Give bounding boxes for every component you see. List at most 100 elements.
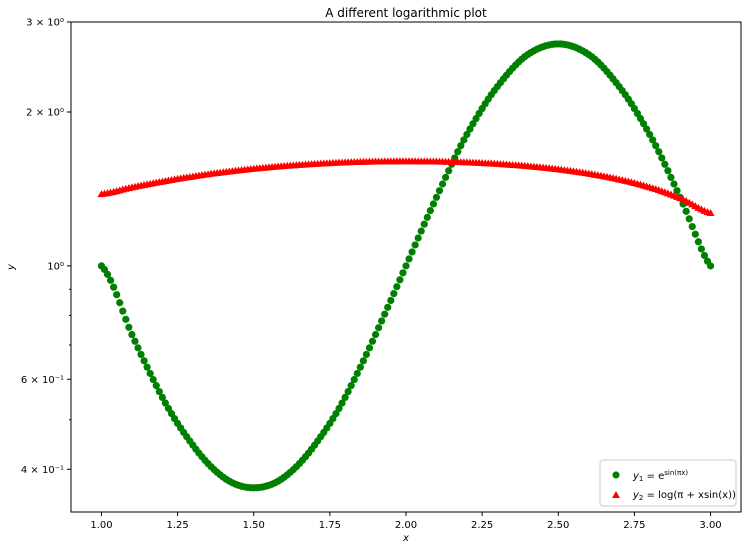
- series-y1-points: [97, 40, 715, 492]
- legend-label-y1-rest: = e: [643, 471, 664, 482]
- data-point-y2: [706, 208, 715, 216]
- data-point-y1: [636, 114, 645, 123]
- x-tick-label: 1.00: [90, 520, 112, 531]
- data-point-y1: [682, 207, 690, 215]
- data-point-y1: [435, 187, 444, 195]
- data-point-y1: [155, 387, 163, 396]
- data-point-y1: [161, 399, 170, 407]
- x-tick-label: 1.25: [166, 520, 188, 531]
- data-point-y1: [396, 276, 404, 284]
- x-tick-label: 2.75: [623, 520, 645, 531]
- data-point-y1: [700, 251, 709, 260]
- legend-label-y1-sup: sin(πx): [664, 469, 688, 477]
- data-point-y1: [639, 120, 648, 128]
- data-point-y1: [454, 148, 462, 156]
- data-point-y1: [384, 303, 392, 311]
- legend-label-y2-sub: 2: [639, 494, 643, 502]
- data-point-y1: [426, 207, 434, 215]
- data-point-y1: [429, 200, 438, 208]
- data-point-y1: [441, 173, 450, 181]
- data-point-y1: [378, 317, 386, 325]
- data-point-y1: [393, 283, 401, 291]
- data-point-y1: [460, 136, 468, 144]
- data-point-y1: [670, 180, 678, 188]
- data-point-y1: [140, 357, 148, 365]
- data-point-y1: [390, 290, 398, 298]
- data-point-y1: [457, 142, 465, 150]
- data-point-y1: [655, 148, 663, 156]
- data-point-y1: [146, 369, 154, 378]
- data-point-y1: [149, 375, 157, 384]
- data-point-y1: [661, 160, 669, 168]
- data-point-y1: [414, 234, 422, 242]
- data-point-y1: [113, 291, 121, 299]
- x-tick-label: 2.50: [547, 520, 569, 531]
- data-point-y1: [432, 193, 441, 201]
- data-point-y1: [353, 369, 361, 378]
- data-point-y1: [338, 399, 346, 407]
- data-point-y1: [685, 215, 693, 223]
- legend-marker-y1: [612, 471, 620, 479]
- data-point-y1: [158, 393, 166, 401]
- data-point-y1: [335, 404, 343, 413]
- data-point-y1: [438, 180, 447, 188]
- legend-label-y1-sub: 1: [639, 475, 643, 483]
- data-point-y1: [673, 187, 681, 195]
- y-tick-label: 4 × 10⁻¹: [21, 465, 64, 476]
- data-point-y1: [417, 227, 425, 235]
- data-point-y1: [332, 410, 340, 418]
- data-point-y1: [110, 283, 118, 291]
- data-point-y1: [344, 387, 352, 396]
- data-point-y1: [652, 142, 660, 150]
- x-tick-label: 2.00: [395, 520, 417, 531]
- data-point-y1: [119, 307, 127, 315]
- data-point-y1: [411, 241, 419, 249]
- y-tick-label: 3 × 10⁰: [26, 18, 64, 29]
- data-point-y1: [122, 315, 130, 323]
- data-point-y1: [399, 269, 407, 277]
- legend-label-y1-var: y: [632, 471, 640, 482]
- y-tick-label: 2 × 10⁰: [26, 108, 64, 119]
- x-axis-label: x: [402, 533, 409, 544]
- data-point-y1: [642, 125, 651, 133]
- legend-label-y2-rest: = log(π + xsin(x)): [643, 490, 736, 501]
- data-point-y1: [420, 220, 428, 228]
- data-point-y1: [365, 344, 374, 352]
- data-point-y1: [649, 136, 657, 144]
- data-point-y1: [356, 363, 364, 371]
- data-point-y1: [688, 222, 696, 231]
- data-point-y1: [463, 130, 471, 139]
- x-tick-label: 1.50: [243, 520, 265, 531]
- data-point-y1: [445, 167, 453, 175]
- data-point-y1: [350, 375, 358, 384]
- legend-marker-y2: [612, 491, 620, 498]
- legend-label-y2-var: y: [632, 490, 640, 501]
- y-tick-label: 6 × 10⁻¹: [21, 375, 64, 386]
- data-point-y1: [128, 330, 136, 339]
- data-point-y1: [706, 262, 715, 270]
- y-axis-label: y: [6, 263, 17, 271]
- y-tick-label: 10⁰: [47, 261, 64, 272]
- data-point-y1: [371, 330, 380, 339]
- data-point-y1: [116, 299, 124, 307]
- data-point-y1: [164, 404, 173, 413]
- data-point-y1: [362, 350, 371, 359]
- data-point-y1: [466, 125, 474, 133]
- data-point-y1: [667, 173, 675, 181]
- data-point-y1: [125, 323, 133, 331]
- x-tick-label: 3.00: [699, 520, 721, 531]
- legend-label-y2: y2 = log(π + xsin(x)): [632, 490, 736, 502]
- legend-label-y1: y1 = esin(πx): [632, 469, 688, 483]
- chart-title: A different logarithmic plot: [325, 6, 487, 20]
- data-point-y1: [405, 255, 413, 263]
- data-point-y1: [143, 363, 151, 371]
- data-point-y1: [664, 167, 672, 175]
- data-point-y1: [134, 344, 142, 352]
- data-point-y1: [347, 382, 355, 390]
- data-point-y1: [131, 337, 139, 345]
- data-point-y1: [694, 238, 702, 246]
- data-point-y1: [408, 248, 416, 256]
- data-point-y1: [137, 350, 145, 359]
- data-point-y1: [106, 276, 115, 284]
